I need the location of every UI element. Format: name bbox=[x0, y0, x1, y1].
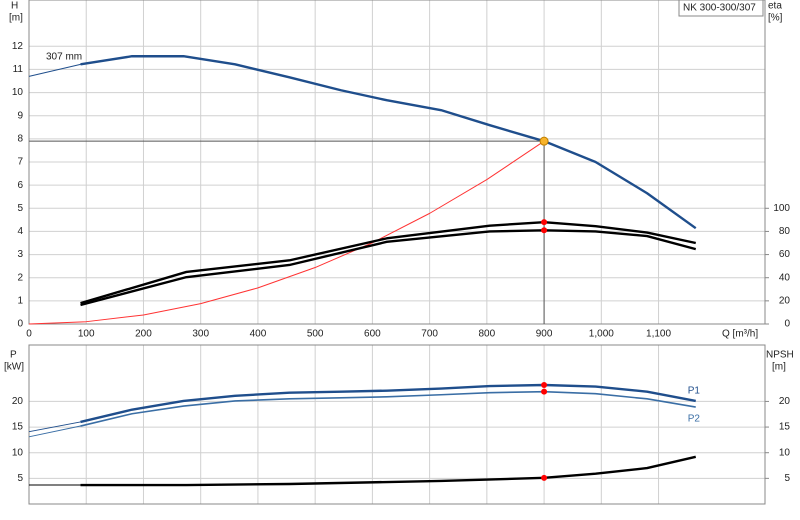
curve bbox=[28, 421, 81, 433]
x-tick-label: 1,000 bbox=[589, 329, 614, 340]
y-tick-label: 20 bbox=[12, 396, 24, 407]
model-box bbox=[678, 0, 764, 17]
y2-tick-label: 60 bbox=[779, 249, 791, 260]
h-axis-label: H bbox=[11, 1, 18, 12]
model-label: NK 300-300/307 bbox=[683, 3, 756, 14]
eta-axis-unit: [%] bbox=[768, 13, 783, 24]
y2-tick-label: 5 bbox=[784, 473, 790, 484]
y-tick-label: 1 bbox=[17, 295, 23, 306]
y-tick-label: 0 bbox=[17, 319, 23, 330]
duty-point bbox=[541, 227, 548, 234]
y-tick-label: 4 bbox=[17, 226, 23, 237]
plot-frame bbox=[28, 344, 766, 505]
x-tick-label: 500 bbox=[307, 329, 324, 340]
p-axis-label: P bbox=[10, 350, 17, 361]
x-tick-label: 700 bbox=[421, 329, 438, 340]
y-tick-label: 15 bbox=[12, 422, 24, 433]
eta-axis-label: eta bbox=[768, 1, 782, 12]
y-tick-label: 10 bbox=[12, 87, 24, 98]
curve bbox=[28, 63, 81, 77]
y2-tick-label: 40 bbox=[779, 272, 791, 283]
curve-name: P2 bbox=[688, 414, 701, 425]
duty-point bbox=[539, 136, 549, 146]
y-tick-label: 7 bbox=[17, 157, 23, 168]
y-tick-label: 12 bbox=[12, 41, 24, 52]
y-tick-label: 3 bbox=[17, 249, 23, 260]
y2-tick-label: 15 bbox=[779, 422, 791, 433]
y-tick-label: 8 bbox=[17, 133, 23, 144]
curve bbox=[80, 229, 697, 307]
duty-point bbox=[541, 474, 548, 481]
curve-label: 307 mm bbox=[46, 52, 82, 63]
duty-point bbox=[541, 388, 548, 395]
curve bbox=[80, 390, 696, 427]
plot-frame bbox=[28, 0, 766, 325]
y-tick-label: 6 bbox=[17, 180, 23, 191]
x-tick-label: 300 bbox=[192, 329, 209, 340]
y2-tick-label: 20 bbox=[779, 295, 791, 306]
curve bbox=[28, 140, 545, 325]
curve-name: P1 bbox=[688, 386, 701, 397]
npsh-axis-label: NPSH bbox=[766, 350, 794, 361]
p-axis-unit: [kW] bbox=[4, 362, 24, 373]
y2-tick-label: 20 bbox=[779, 396, 791, 407]
y2-tick-label: 80 bbox=[779, 226, 791, 237]
x-tick-label: 800 bbox=[479, 329, 496, 340]
y-tick-label: 5 bbox=[17, 203, 23, 214]
x-tick-label: 600 bbox=[364, 329, 381, 340]
y-tick-label: 11 bbox=[13, 64, 24, 75]
y-tick-label: 2 bbox=[17, 272, 23, 283]
x-tick-label: 0 bbox=[26, 329, 32, 340]
duty-point bbox=[541, 219, 548, 226]
y2-tick-label: 0 bbox=[784, 319, 790, 330]
y2-tick-label: 100 bbox=[773, 203, 790, 214]
x-tick-label: 200 bbox=[135, 329, 152, 340]
duty-point bbox=[541, 382, 548, 389]
npsh-axis-unit: [m] bbox=[772, 362, 786, 373]
curve bbox=[80, 455, 697, 487]
x-tick-label: 400 bbox=[250, 329, 267, 340]
curve bbox=[80, 383, 696, 424]
curve bbox=[28, 425, 81, 438]
x-axis-label: Q [m³/h] bbox=[722, 329, 758, 340]
curve bbox=[80, 220, 697, 305]
x-tick-label: 100 bbox=[78, 329, 95, 340]
y-tick-label: 9 bbox=[17, 110, 23, 121]
y2-tick-label: 10 bbox=[779, 447, 791, 458]
x-tick-label: 1,100 bbox=[646, 329, 671, 340]
y-tick-label: 5 bbox=[17, 473, 23, 484]
h-axis-unit: [m] bbox=[9, 13, 23, 24]
y-tick-label: 10 bbox=[12, 447, 24, 458]
x-tick-label: 900 bbox=[536, 329, 553, 340]
curve bbox=[80, 55, 697, 230]
